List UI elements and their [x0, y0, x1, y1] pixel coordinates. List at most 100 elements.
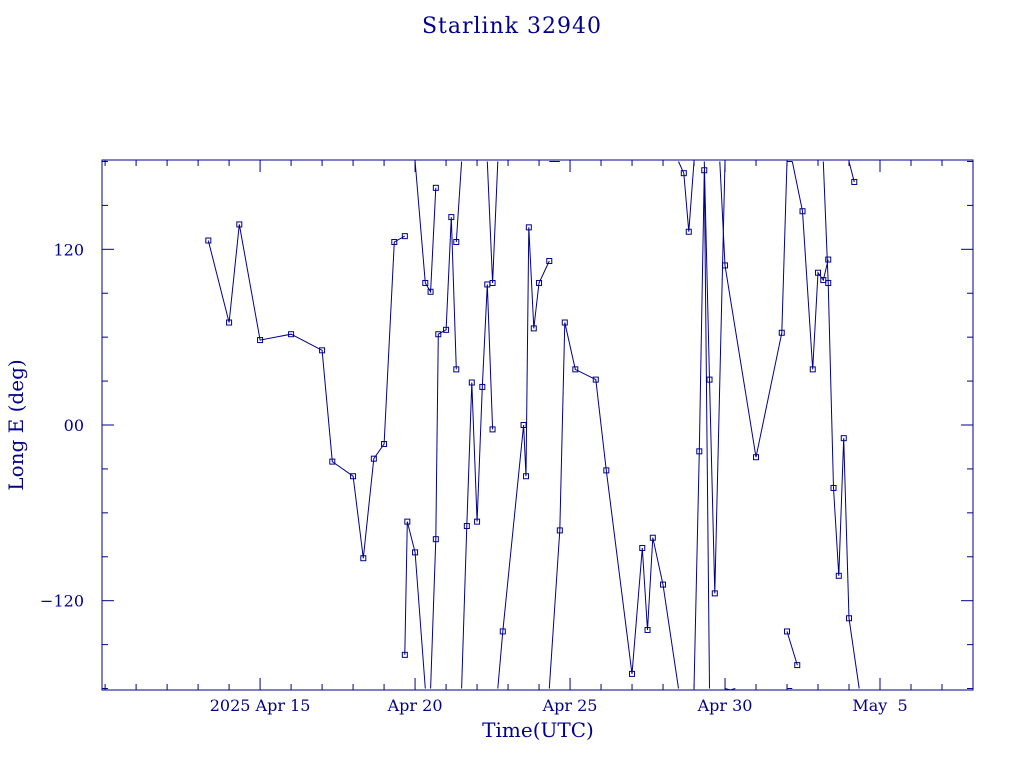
- data-point: [846, 615, 853, 622]
- data-point: [205, 237, 212, 244]
- data-point: [453, 238, 460, 245]
- series-line: [822, 161, 860, 689]
- data-point: [404, 518, 411, 525]
- series-lines: [207, 161, 860, 690]
- series-line: [455, 161, 463, 243]
- data-point: [835, 572, 842, 579]
- data-point: [530, 325, 537, 332]
- chart-title: Starlink 32940: [421, 14, 603, 39]
- data-point: [639, 544, 646, 551]
- x-tick-label: Apr 30: [697, 696, 753, 715]
- data-point: [556, 527, 563, 534]
- series-line: [548, 322, 679, 689]
- plot-frame: [101, 159, 974, 691]
- data-point: [711, 590, 718, 597]
- series-line: [791, 161, 829, 370]
- data-point: [468, 379, 475, 386]
- data-point: [701, 167, 708, 174]
- y-tick-label: 00: [64, 416, 84, 435]
- series-line: [486, 161, 499, 284]
- data-point: [830, 484, 837, 491]
- data-point: [360, 555, 367, 562]
- y-tick-label: 120: [53, 240, 84, 259]
- y-axis-label: Long E (deg): [4, 359, 28, 491]
- data-point: [794, 662, 801, 669]
- series-line: [207, 224, 406, 559]
- data-point: [644, 626, 651, 633]
- tick-labels: 2025 Apr 15 Apr 20 Apr 25 Apr 30 May 5 120 00 −…: [40, 240, 908, 715]
- data-point: [680, 170, 687, 177]
- series-line: [786, 631, 798, 666]
- data-point: [784, 628, 791, 635]
- data-point: [778, 329, 785, 336]
- x-axis-label: Time(UTC): [482, 718, 594, 742]
- data-point: [809, 366, 816, 373]
- data-point: [448, 214, 455, 221]
- data-point: [489, 426, 496, 433]
- data-point: [370, 455, 377, 462]
- data-point: [799, 208, 806, 215]
- data-point: [401, 651, 408, 658]
- series-line: [703, 161, 726, 594]
- x-tick-label: May 5: [852, 696, 907, 715]
- data-point: [226, 319, 233, 326]
- data-point: [463, 523, 470, 530]
- x-tick-label: Apr 20: [387, 696, 443, 715]
- data-point: [520, 422, 527, 428]
- data-point: [401, 233, 408, 240]
- data-point: [649, 534, 656, 541]
- data-point: [288, 331, 295, 338]
- series-line: [719, 161, 793, 458]
- x-tick-label: Apr 25: [542, 696, 598, 715]
- series-line: [430, 217, 457, 689]
- series-line: [461, 284, 494, 689]
- axis-ticks: [102, 160, 974, 690]
- data-point: [432, 184, 439, 191]
- data-point: [412, 549, 419, 556]
- series-line: [414, 161, 437, 294]
- series-line: [497, 227, 550, 689]
- data-point: [432, 536, 439, 543]
- data-point: [592, 376, 599, 383]
- data-point: [536, 279, 543, 286]
- data-point: [443, 326, 450, 333]
- data-point: [257, 337, 264, 344]
- data-point: [753, 454, 760, 461]
- series-line: [678, 161, 695, 232]
- data-point: [479, 383, 486, 390]
- data-point: [435, 331, 442, 338]
- x-tick-label: 2025 Apr 15: [210, 696, 311, 715]
- data-point: [851, 178, 858, 185]
- data-point: [696, 448, 703, 455]
- data-point: [381, 441, 388, 448]
- data-point: [427, 288, 434, 295]
- data-point: [603, 467, 610, 474]
- data-point: [685, 228, 692, 235]
- data-point: [629, 670, 636, 677]
- data-point: [499, 628, 506, 635]
- data-point: [422, 279, 429, 286]
- data-point: [815, 269, 822, 276]
- data-point: [561, 319, 568, 326]
- data-point: [236, 221, 243, 228]
- data-point: [825, 279, 832, 286]
- data-point: [453, 366, 460, 373]
- data-point: [350, 473, 357, 480]
- series-points: [205, 167, 858, 677]
- data-point: [329, 458, 336, 465]
- series-line: [848, 161, 855, 183]
- series-line: [404, 521, 426, 689]
- data-point: [391, 238, 398, 245]
- data-point: [706, 376, 713, 383]
- data-point: [474, 518, 481, 525]
- data-point: [825, 256, 832, 263]
- data-point: [489, 279, 496, 286]
- data-point: [546, 258, 553, 265]
- data-point: [572, 366, 579, 373]
- data-point: [722, 262, 729, 269]
- series-line: [724, 688, 736, 690]
- data-point: [840, 435, 847, 442]
- data-point: [660, 581, 667, 588]
- series-line: [693, 170, 710, 689]
